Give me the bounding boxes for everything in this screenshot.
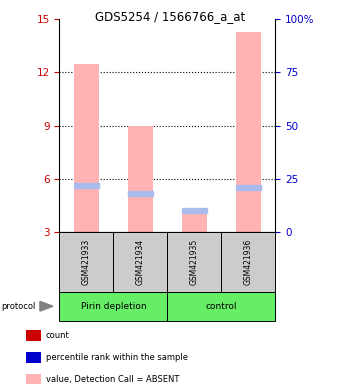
Bar [74,64,99,232]
Text: value, Detection Call = ABSENT: value, Detection Call = ABSENT [46,375,179,384]
Polygon shape [40,301,53,311]
Text: control: control [206,302,237,311]
Text: protocol: protocol [2,302,36,311]
Bar [128,191,153,196]
Text: GSM421936: GSM421936 [244,239,253,285]
Text: count: count [46,331,70,340]
Bar [182,209,207,214]
Text: Pirin depletion: Pirin depletion [81,302,146,311]
Bar [236,31,260,232]
Bar [182,211,207,232]
Bar [74,183,99,188]
Text: GSM421933: GSM421933 [82,239,91,285]
Text: GDS5254 / 1566766_a_at: GDS5254 / 1566766_a_at [95,10,245,23]
Bar [236,185,260,190]
Text: GSM421935: GSM421935 [190,239,199,285]
Text: GSM421934: GSM421934 [136,239,145,285]
Bar [128,126,153,232]
Text: percentile rank within the sample: percentile rank within the sample [46,353,188,362]
